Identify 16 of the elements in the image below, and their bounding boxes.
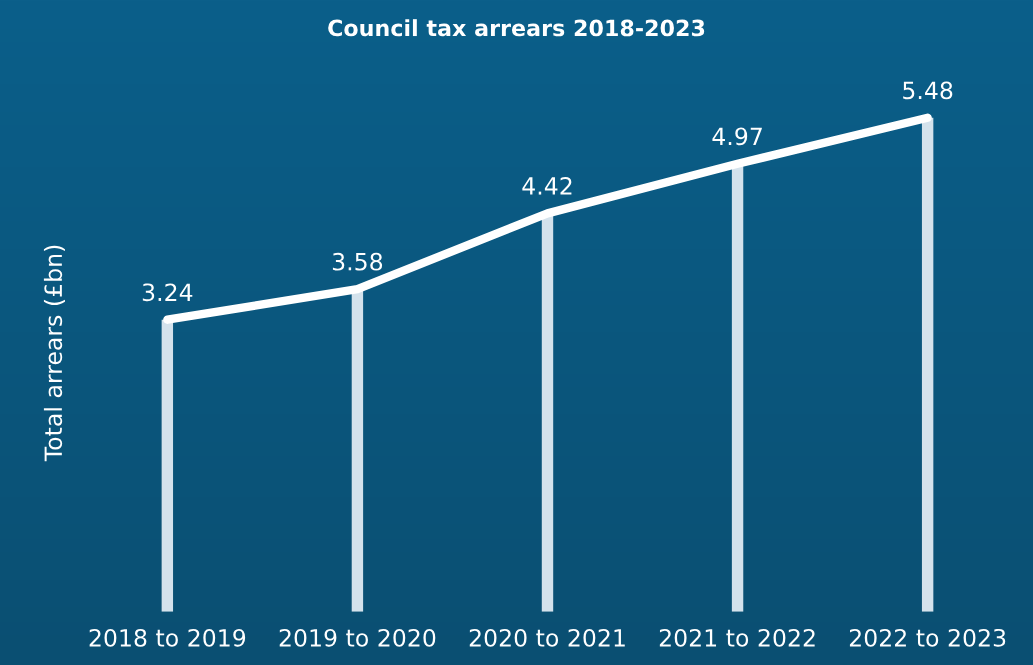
data-label: 4.42 (522, 177, 572, 195)
bar (351, 289, 364, 612)
data-label: 5.48 (903, 81, 953, 100)
bar (921, 117, 934, 612)
data-label: 4.97 (712, 127, 762, 146)
data-label: 3.58 (332, 252, 383, 271)
y-axis-title: Total arrears (£bn) (43, 245, 65, 462)
data-label: 3.24 (142, 283, 193, 302)
x-tick-label: 2020 to 2021 (469, 628, 625, 647)
bar (161, 319, 174, 612)
x-tick-label: 2022 to 2023 (849, 628, 1006, 647)
bar (541, 213, 554, 612)
chart-title: Council tax arrears 2018-2023 (328, 19, 705, 37)
x-tick-label: 2021 to 2022 (659, 628, 815, 647)
x-tick-label: 2018 to 2019 (89, 628, 246, 647)
x-tick-label: 2019 to 2020 (279, 628, 436, 647)
